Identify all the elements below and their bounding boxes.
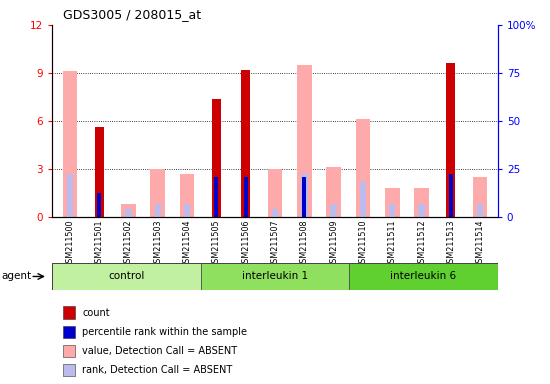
Bar: [214, 177, 218, 217]
Bar: [243, 209, 249, 217]
Bar: [63, 71, 77, 217]
Bar: [272, 209, 278, 217]
Bar: [356, 119, 370, 217]
Bar: [184, 204, 190, 217]
Bar: [326, 167, 341, 217]
Bar: [301, 174, 307, 217]
Bar: [419, 204, 425, 217]
Bar: [477, 204, 483, 217]
Bar: [447, 63, 455, 217]
Bar: [63, 364, 75, 376]
Bar: [180, 174, 194, 217]
Text: interleukin 6: interleukin 6: [390, 271, 456, 281]
Bar: [95, 127, 103, 217]
Bar: [389, 204, 395, 217]
Bar: [302, 177, 306, 217]
Bar: [212, 99, 221, 217]
Bar: [151, 169, 165, 217]
Text: count: count: [82, 308, 110, 318]
Text: agent: agent: [1, 271, 31, 281]
Text: control: control: [108, 271, 145, 281]
Bar: [244, 177, 248, 217]
Bar: [155, 204, 161, 217]
Text: percentile rank within the sample: percentile rank within the sample: [82, 327, 247, 337]
Bar: [449, 174, 453, 217]
Bar: [268, 169, 282, 217]
Text: interleukin 1: interleukin 1: [242, 271, 308, 281]
Text: value, Detection Call = ABSENT: value, Detection Call = ABSENT: [82, 346, 237, 356]
Bar: [331, 204, 337, 217]
Bar: [63, 345, 75, 357]
Bar: [297, 65, 312, 217]
Bar: [414, 188, 429, 217]
Text: rank, Detection Call = ABSENT: rank, Detection Call = ABSENT: [82, 365, 233, 375]
Bar: [360, 182, 366, 217]
Bar: [473, 177, 487, 217]
Bar: [349, 263, 498, 290]
Text: GDS3005 / 208015_at: GDS3005 / 208015_at: [63, 8, 201, 21]
Bar: [63, 326, 75, 338]
Bar: [241, 70, 250, 217]
Bar: [67, 174, 73, 217]
Bar: [125, 209, 131, 217]
Bar: [52, 263, 201, 290]
Bar: [121, 204, 136, 217]
Bar: [385, 188, 399, 217]
Bar: [63, 306, 75, 319]
Bar: [97, 193, 101, 217]
Bar: [201, 263, 349, 290]
